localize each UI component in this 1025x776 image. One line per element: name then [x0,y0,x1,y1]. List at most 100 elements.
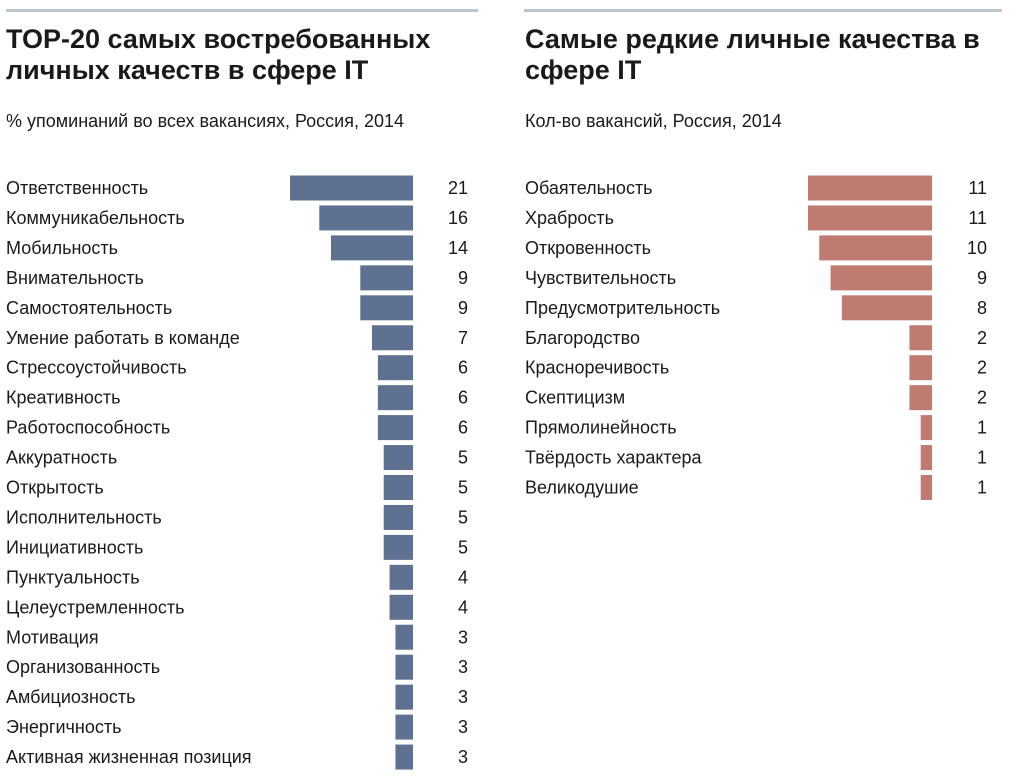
top-rule [6,9,478,12]
bar [383,475,413,500]
value-label: 7 [458,328,468,348]
category-label: Умение работать в команде [6,328,240,348]
bar [389,564,413,590]
bar [360,265,413,291]
category-label: Стрессоустойчивость [6,358,187,378]
bar [377,385,413,411]
bar [920,445,932,471]
value-label: 9 [458,298,468,318]
bar [331,235,413,261]
category-label: Чувствительность [525,268,676,288]
value-label: 3 [458,657,468,677]
value-label: 3 [458,747,468,767]
category-label: Мобильность [6,238,118,258]
category-label: Великодушие [525,478,639,498]
value-label: 1 [977,448,987,468]
bar [377,355,413,381]
value-label: 5 [458,537,468,557]
value-label: 9 [977,268,987,288]
chart-title: TOP-20 самых востребованных личных качес… [6,24,431,85]
category-label: Коммуникабельность [6,208,185,228]
top-rule [524,9,1002,12]
category-label: Активная жизненная позиция [6,747,252,767]
category-label: Креативность [6,388,121,408]
bar [909,325,932,351]
value-label: 11 [968,208,987,228]
bar [383,534,413,560]
category-label: Исполнительность [6,507,162,527]
category-label: Откровенность [525,238,651,258]
category-label: Прямолинейность [525,418,677,438]
bar [372,325,413,351]
value-label: 21 [448,178,468,198]
chart-subtitle: % упоминаний во всех вакансиях, Россия, … [6,111,405,131]
value-label: 4 [458,567,468,587]
bar [808,175,932,201]
value-label: 2 [977,388,987,408]
bar [909,385,932,411]
bar [395,654,413,680]
value-label: 5 [458,478,468,498]
bar [319,205,413,231]
category-label: Обаятельность [525,178,653,198]
value-label: 4 [458,597,468,617]
category-label: Благородство [525,328,640,348]
value-label: 2 [977,358,987,378]
chart-panel-rare: Самые редкие личные качества в сфере IT … [520,0,1002,776]
bar [395,684,413,710]
bar [808,205,932,231]
bar [909,355,932,381]
value-label: 1 [977,418,987,438]
category-label: Скептицизм [525,388,625,408]
category-label: Ответственность [6,178,148,198]
value-label: 8 [977,298,987,318]
category-label: Работоспособность [6,418,170,438]
bar [377,415,413,441]
bar [841,295,932,321]
value-label: 6 [458,388,468,408]
category-label: Инициативность [6,537,143,557]
bar [395,714,413,740]
value-label: 6 [458,418,468,438]
category-label: Энергичность [6,717,121,737]
category-label: Храбрость [525,208,614,228]
value-label: 3 [458,717,468,737]
bar [920,475,932,500]
value-label: 11 [968,178,987,198]
bar [830,265,932,291]
category-label: Пунктуальность [6,567,140,587]
bar [395,744,413,770]
value-label: 5 [458,448,468,468]
value-label: 3 [458,687,468,707]
chart-panel-top20: TOP-20 самых востребованных личных качес… [0,0,480,776]
category-label: Мотивация [6,627,99,647]
bar [389,594,413,620]
category-label: Амбициозность [6,687,136,707]
category-label: Твёрдость характера [525,448,702,468]
value-label: 1 [977,478,987,498]
category-label: Аккуратность [6,448,117,468]
chart-title: Самые редкие личные качества в сфере IT [525,24,980,85]
bar [383,445,413,471]
bar [920,415,932,441]
bar [290,175,413,201]
category-label: Организованность [6,657,160,677]
value-label: 16 [448,208,468,228]
category-label: Красноречивость [525,358,669,378]
value-label: 10 [967,238,987,258]
value-label: 3 [458,627,468,647]
bar [819,235,932,261]
chart-subtitle: Кол-во вакансий, Россия, 2014 [525,111,782,131]
bar [383,504,413,530]
value-label: 14 [448,238,468,258]
category-label: Открытость [6,478,104,498]
category-label: Внимательность [6,268,144,288]
category-label: Предусмотрительность [525,298,720,318]
value-label: 2 [977,328,987,348]
category-label: Целеустремленность [6,597,185,617]
bar [360,295,413,321]
value-label: 9 [458,268,468,288]
bar-chart-top20: Ответственность 21 Коммуникабельность 16 Моб… [6,175,468,770]
value-label: 5 [458,507,468,527]
